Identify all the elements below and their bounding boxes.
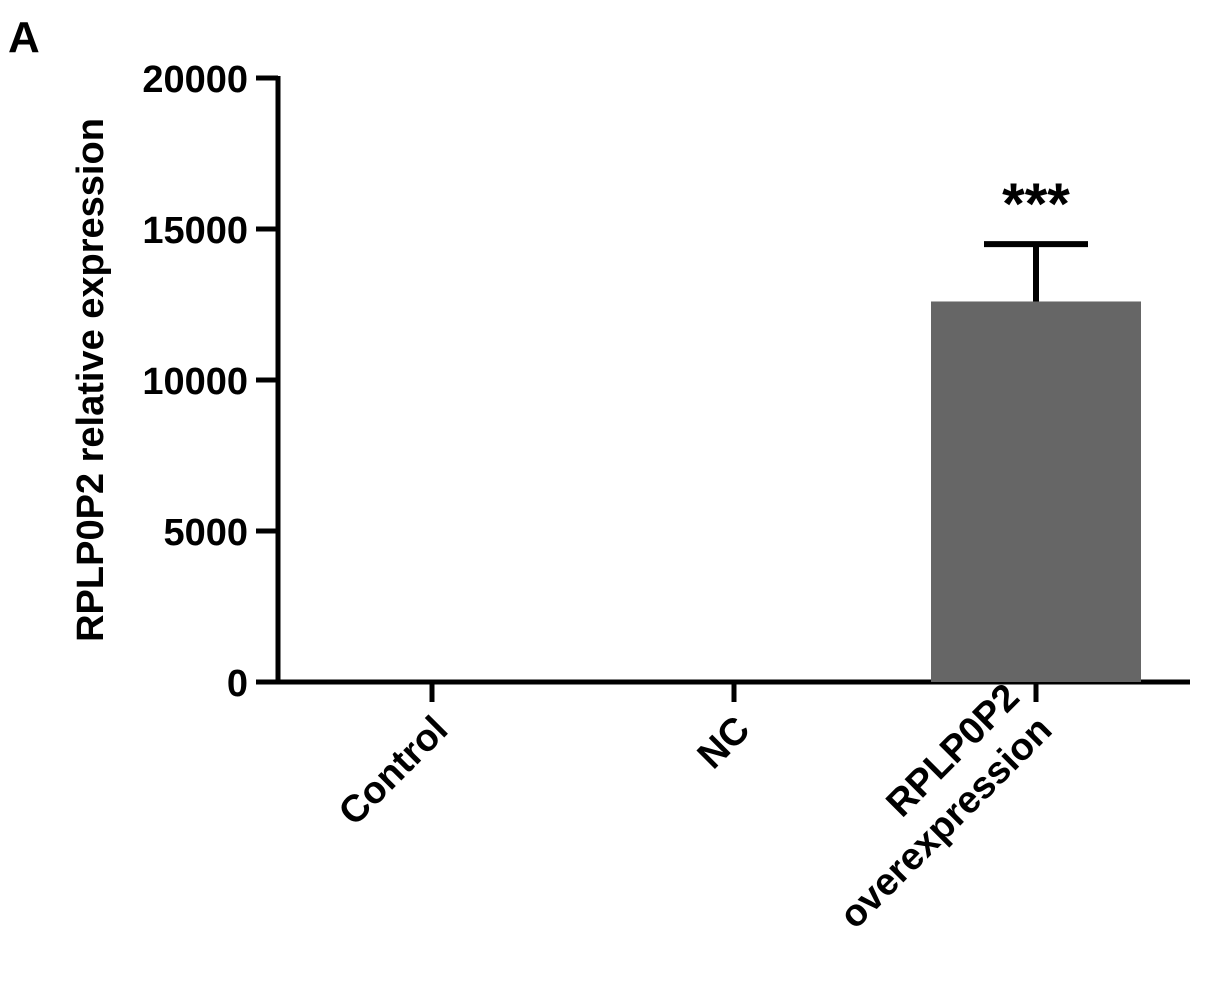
svg-text:RPLP0P2overexpression: RPLP0P2overexpression	[799, 676, 1060, 937]
x-tick-label: Control	[331, 709, 456, 834]
y-tick-label: 15000	[142, 210, 248, 252]
x-tick-labels: Control NC RPLP0P2overexpression	[331, 676, 1060, 937]
y-tick-label: 10000	[142, 361, 248, 403]
y-axis-label: RPLP0P2 relative expression	[70, 118, 112, 642]
x-tick-label-line: Control	[331, 709, 456, 834]
bars: ***	[327, 172, 1141, 682]
y-axis: 0 5000 10000 15000 20000	[142, 59, 281, 705]
bar	[931, 301, 1141, 682]
y-tick-label: 0	[227, 663, 248, 705]
significance-label: ***	[1002, 172, 1070, 237]
x-tick-label-line: NC	[690, 709, 759, 778]
x-tick-label: RPLP0P2overexpression	[799, 676, 1060, 937]
y-tick-label: 5000	[163, 512, 248, 554]
x-axis	[276, 679, 1190, 702]
x-tick-label: NC	[690, 709, 759, 778]
panel-label: A	[8, 13, 40, 62]
y-tick-label: 20000	[142, 59, 248, 101]
svg-text:NC: NC	[690, 709, 759, 778]
svg-text:Control: Control	[331, 709, 456, 834]
